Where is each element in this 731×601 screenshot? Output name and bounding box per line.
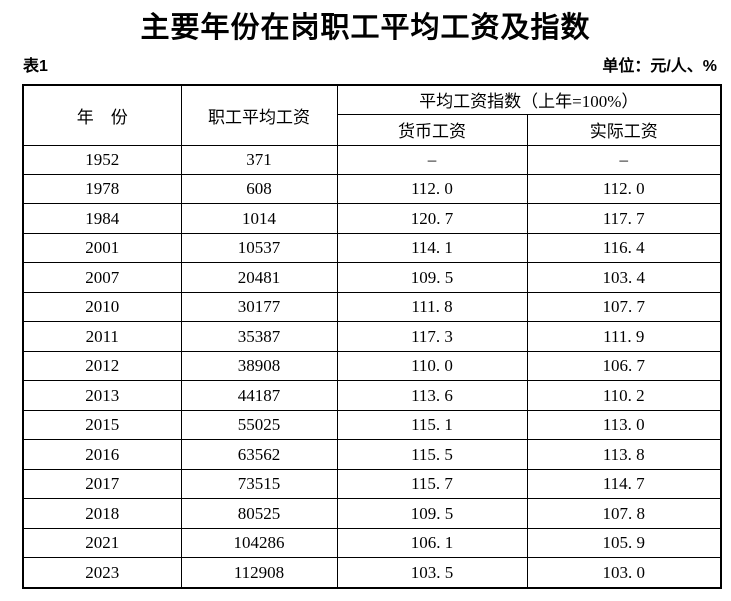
cell-avg-wage: 371 — [180, 144, 338, 175]
table-row: 2018 80525 109. 5 107. 8 — [22, 498, 722, 529]
table-row: 2001 10537 114. 1 116. 4 — [22, 232, 722, 264]
cell-real-index: 111. 9 — [526, 321, 722, 352]
table-row: 2012 38908 110. 0 106. 7 — [22, 350, 722, 382]
cell-avg-wage: 30177 — [180, 291, 338, 323]
cell-money-index: 114. 1 — [336, 232, 528, 264]
table-row: 2016 63562 115. 5 113. 8 — [22, 439, 722, 470]
cell-money-index: 111. 8 — [336, 291, 528, 323]
table-row: 1984 1014 120. 7 117. 7 — [22, 203, 722, 234]
table-row: 2010 30177 111. 8 107. 7 — [22, 291, 722, 323]
cell-avg-wage: 35387 — [180, 321, 338, 352]
table-row: 2017 73515 115. 7 114. 7 — [22, 468, 722, 500]
cell-year: 1952 — [22, 144, 182, 175]
cell-year: 2001 — [22, 232, 182, 264]
header-avg-wage: 职工平均工资 — [180, 84, 338, 146]
cell-year: 2021 — [22, 527, 182, 559]
cell-year: 2013 — [22, 380, 182, 411]
header-row-2: 货币工资 实际工资 — [23, 113, 722, 146]
header-index-group: 平均工资指数（上年=100%） — [336, 84, 722, 115]
cell-avg-wage: 20481 — [180, 262, 338, 293]
cell-year: 2018 — [22, 498, 182, 529]
cell-money-index: 115. 5 — [336, 439, 528, 470]
cell-avg-wage: 104286 — [180, 527, 338, 559]
cell-real-index: 113. 8 — [526, 439, 722, 470]
table-meta-row: 表1 单位：元/人、% — [23, 52, 717, 76]
table-row: 2023 112908 103. 5 103. 0 — [22, 557, 722, 589]
cell-year: 1984 — [22, 203, 182, 234]
cell-avg-wage: 10537 — [180, 232, 338, 264]
cell-money-index: 115. 1 — [336, 409, 528, 441]
header-year: 年 份 — [22, 84, 182, 146]
cell-money-index: 109. 5 — [336, 262, 528, 293]
cell-avg-wage: 63562 — [180, 439, 338, 470]
table-row: 1978 608 112. 0 112. 0 — [22, 173, 722, 205]
cell-year: 1978 — [22, 173, 182, 205]
cell-avg-wage: 608 — [180, 173, 338, 205]
header-row-1: 年 份 职工平均工资 平均工资指数（上年=100%） — [22, 84, 722, 146]
cell-real-index: 116. 4 — [526, 232, 722, 264]
cell-money-index: 106. 1 — [336, 527, 528, 559]
table-row: 2007 20481 109. 5 103. 4 — [22, 262, 722, 293]
cell-avg-wage: 73515 — [180, 468, 338, 500]
cell-year: 2023 — [22, 557, 182, 589]
cell-year: 2007 — [22, 262, 182, 293]
cell-real-index: 107. 7 — [526, 291, 722, 323]
cell-money-index: – — [336, 144, 528, 175]
table-label: 表1 — [23, 58, 48, 75]
cell-real-index: 112. 0 — [526, 173, 722, 205]
cell-real-index: 107. 8 — [526, 498, 722, 529]
cell-year: 2017 — [22, 468, 182, 500]
cell-real-index: 113. 0 — [526, 409, 722, 441]
cell-real-index: 114. 7 — [526, 468, 722, 500]
header-money-wage: 货币工资 — [336, 113, 528, 146]
cell-year: 2012 — [22, 350, 182, 382]
table-row: 2021 104286 106. 1 105. 9 — [22, 527, 722, 559]
cell-money-index: 113. 6 — [336, 380, 528, 411]
cell-real-index: – — [526, 144, 722, 175]
cell-money-index: 117. 3 — [336, 321, 528, 352]
cell-year: 2016 — [22, 439, 182, 470]
cell-money-index: 120. 7 — [336, 203, 528, 234]
cell-real-index: 110. 2 — [526, 380, 722, 411]
cell-money-index: 103. 5 — [336, 557, 528, 589]
page-title: 主要年份在岗职工平均工资及指数 — [140, 12, 591, 44]
cell-year: 2010 — [22, 291, 182, 323]
cell-real-index: 103. 0 — [526, 557, 722, 589]
cell-money-index: 110. 0 — [336, 350, 528, 382]
cell-avg-wage: 38908 — [180, 350, 338, 382]
cell-avg-wage: 44187 — [180, 380, 338, 411]
cell-year: 2011 — [22, 321, 182, 352]
cell-avg-wage: 1014 — [180, 203, 338, 234]
cell-money-index: 112. 0 — [336, 173, 528, 205]
cell-avg-wage: 80525 — [180, 498, 338, 529]
table-row: 1952 371 – – — [22, 144, 722, 175]
table-row: 2015 55025 115. 1 113. 0 — [22, 409, 722, 441]
header-real-wage: 实际工资 — [526, 113, 722, 146]
cell-money-index: 109. 5 — [336, 498, 528, 529]
unit-label: 单位：元/人、% — [602, 58, 717, 75]
cell-year: 2015 — [22, 409, 182, 441]
cell-real-index: 117. 7 — [526, 203, 722, 234]
cell-real-index: 103. 4 — [526, 262, 722, 293]
cell-avg-wage: 55025 — [180, 409, 338, 441]
table-row: 2011 35387 117. 3 111. 9 — [22, 321, 722, 352]
table-row: 2013 44187 113. 6 110. 2 — [22, 380, 722, 411]
cell-real-index: 106. 7 — [526, 350, 722, 382]
cell-avg-wage: 112908 — [180, 557, 338, 589]
wage-table: 年 份 职工平均工资 平均工资指数（上年=100%） 货币工资 实际工资 195… — [22, 84, 722, 589]
cell-money-index: 115. 7 — [336, 468, 528, 500]
cell-real-index: 105. 9 — [526, 527, 722, 559]
